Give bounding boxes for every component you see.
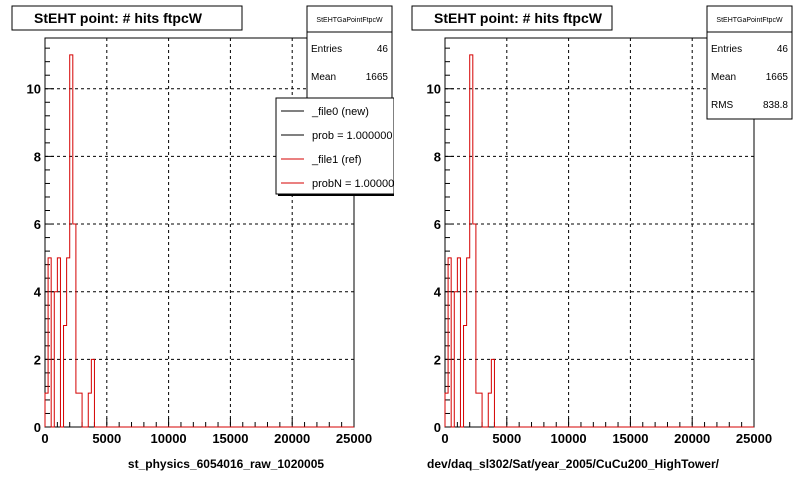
y-tick-label: 4 (34, 285, 42, 300)
x-tick-label: 0 (41, 431, 48, 446)
x-tick-label: 0 (441, 431, 448, 446)
stats-label: Mean (711, 72, 736, 83)
stats-box (706, 5, 793, 120)
y-tick-label: 2 (434, 352, 441, 367)
legend-entry: _file0 (new) (311, 106, 369, 118)
stats-value: 46 (377, 44, 389, 55)
stats-label: RMS (711, 100, 734, 111)
y-tick-label: 6 (34, 217, 41, 232)
y-tick-label: 10 (427, 82, 441, 97)
legend: _file0 (new) prob = 1.000000 _file1 (ref) p… (275, 97, 400, 196)
x-tick-label: 5000 (492, 431, 521, 446)
title-box (411, 5, 613, 31)
x-axis-label: st_physics_6054016_raw_1020005 (128, 457, 324, 471)
legend-entry: probN = 1.000000 (312, 178, 400, 190)
x-tick-label: 10000 (551, 431, 587, 446)
stats-label: Mean (311, 72, 336, 83)
title-box (11, 5, 243, 31)
stats-label: Entries (311, 44, 342, 55)
y-tick-label: 10 (27, 82, 41, 97)
chart-title: StEHT point: # hits ftpcW (34, 10, 203, 26)
x-axis-label: dev/daq_sl302/Sat/year_2005/CuCu200_High… (427, 457, 720, 471)
x-tick-label: 5000 (92, 431, 121, 446)
legend-entry: prob = 1.000000 (312, 130, 392, 142)
stats-title: StEHTGaPointFtpcW (716, 17, 783, 24)
stats-label: Entries (711, 44, 742, 55)
histogram-line (44, 54, 354, 428)
y-tick-label: 0 (434, 420, 441, 435)
stats-value: 1665 (766, 72, 789, 83)
histogram-line (444, 54, 754, 428)
chart-title: StEHT point: # hits ftpcW (434, 10, 603, 26)
plot-frame (444, 37, 755, 428)
x-tick-label: 10000 (151, 431, 187, 446)
x-tick-label: 20000 (274, 431, 310, 446)
y-tick-label: 4 (434, 285, 442, 300)
stats-value: 46 (777, 44, 789, 55)
y-tick-label: 8 (34, 149, 41, 164)
y-tick-label: 0 (34, 420, 41, 435)
y-tick-label: 8 (434, 149, 441, 164)
legend-entry: _file1 (ref) (311, 154, 362, 166)
stats-value: 838.8 (763, 100, 788, 111)
y-tick-label: 2 (34, 352, 41, 367)
x-tick-label: 15000 (212, 431, 248, 446)
stats-box (306, 5, 393, 102)
x-tick-label: 25000 (736, 431, 772, 446)
y-tick-label: 6 (434, 217, 441, 232)
stats-value: 1665 (366, 72, 389, 83)
stats-title: StEHTGaPointFtpcW (316, 17, 383, 24)
legend-box (275, 97, 394, 195)
x-tick-label: 25000 (336, 431, 372, 446)
x-tick-label: 15000 (612, 431, 648, 446)
x-tick-label: 20000 (674, 431, 710, 446)
